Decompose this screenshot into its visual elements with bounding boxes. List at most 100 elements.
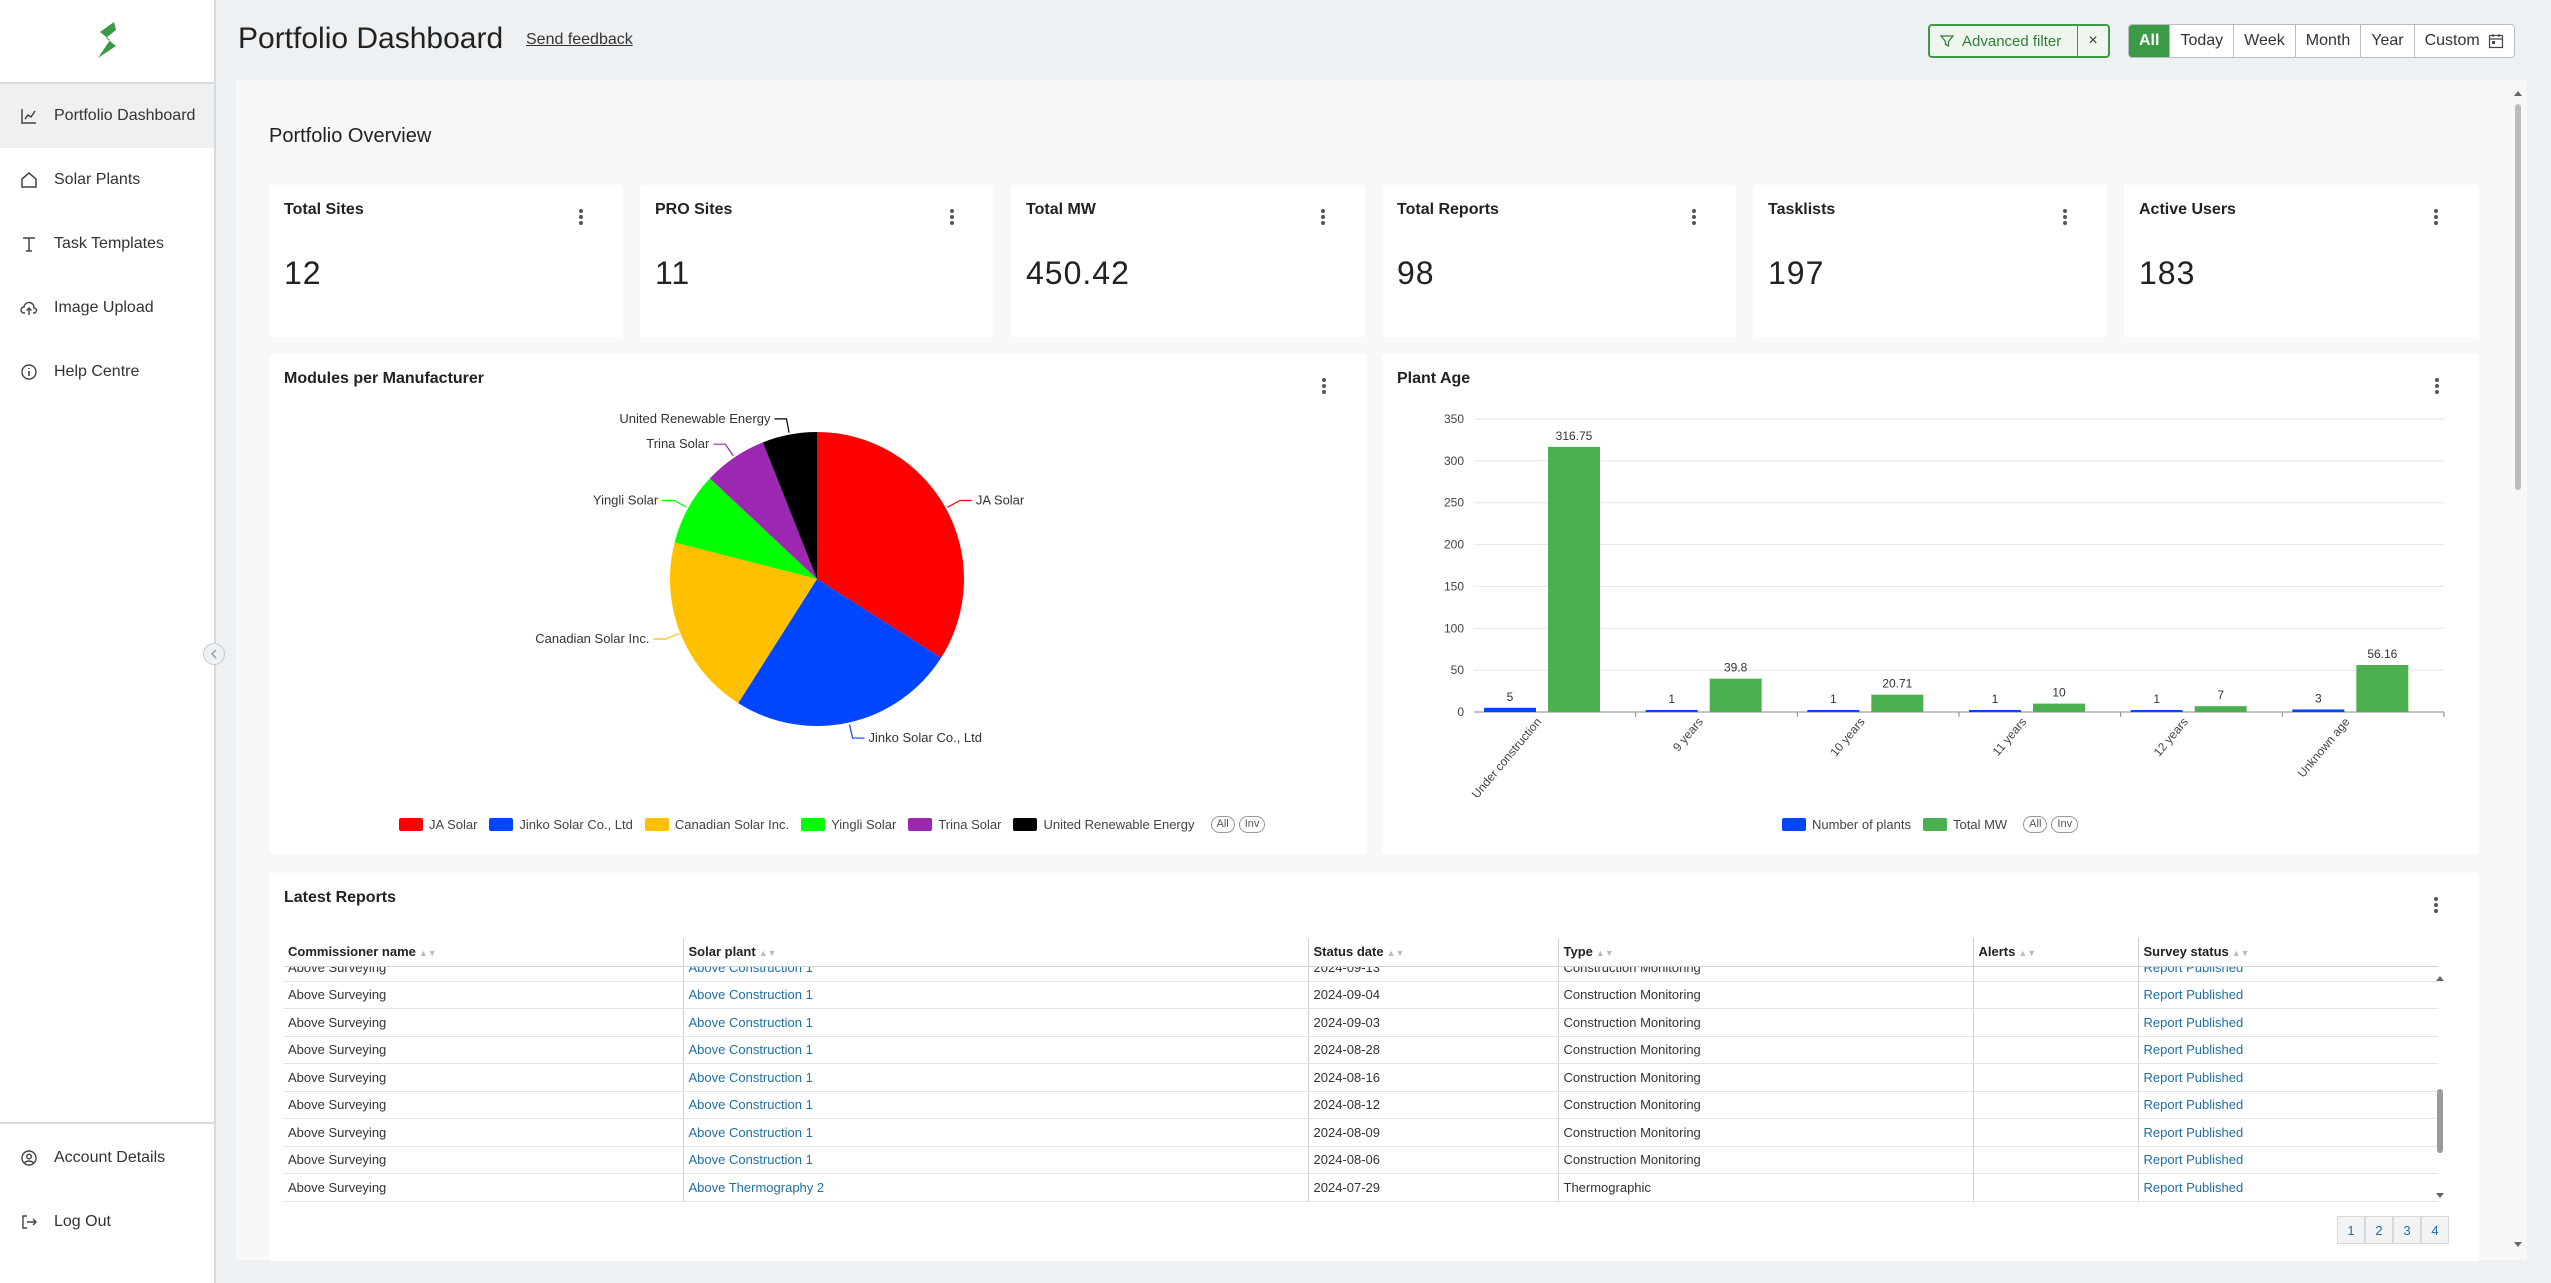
column-header-alerts[interactable]: Alerts ▲▼: [1973, 938, 2139, 967]
legend-toggle-all[interactable]: All: [2023, 816, 2048, 833]
table-row[interactable]: Above Surveying Above Construction 1 2024-…: [283, 1091, 2438, 1119]
legend-item-number-of-plants[interactable]: Number of plants: [1782, 817, 1911, 832]
kebab-menu-icon[interactable]: [1322, 378, 1326, 394]
table-row[interactable]: Above Surveying Above Construction 1 2024-…: [283, 1146, 2438, 1174]
table-row[interactable]: Above Surveying Above Construction 1 2024-…: [283, 966, 2438, 982]
page-2-button[interactable]: 2: [2365, 1216, 2393, 1244]
pie-slice-yingli-solar[interactable]: [674, 478, 817, 579]
sidebar-item-log-out[interactable]: Log Out: [0, 1190, 214, 1254]
cell-solar-plant[interactable]: Above Construction 1: [683, 1008, 1309, 1037]
column-header-survey-status[interactable]: Survey status ▲▼: [2138, 938, 2438, 967]
kebab-menu-icon[interactable]: [950, 209, 954, 225]
bar-number-of-plants-11-years[interactable]: [1969, 710, 2021, 712]
column-header-status-date[interactable]: Status date ▲▼: [1308, 938, 1559, 967]
kebab-menu-icon[interactable]: [579, 209, 583, 225]
advanced-filter-button[interactable]: Advanced filter ×: [1928, 24, 2110, 58]
pie-slice-ja-solar[interactable]: [817, 432, 964, 658]
cell-solar-plant[interactable]: Above Construction 1: [683, 1063, 1309, 1092]
kebab-menu-icon[interactable]: [2434, 209, 2438, 225]
kebab-menu-icon[interactable]: [1321, 209, 1325, 225]
pie-slice-trina-solar[interactable]: [709, 442, 817, 579]
column-header-type[interactable]: Type ▲▼: [1558, 938, 1974, 967]
bar-total-mw-10-years[interactable]: [1871, 694, 1924, 712]
page-3-button[interactable]: 3: [2393, 1216, 2421, 1244]
table-row[interactable]: Above Surveying Above Construction 1 2024-…: [283, 1118, 2438, 1147]
cell-survey-status[interactable]: Report Published: [2138, 1173, 2438, 1202]
kebab-menu-icon[interactable]: [1692, 209, 1696, 225]
cell-survey-status[interactable]: Report Published: [2138, 1118, 2438, 1147]
table-row[interactable]: Above Surveying Above Construction 1 2024-…: [283, 1063, 2438, 1092]
table-row[interactable]: Above Surveying Above Construction 1 2024-…: [283, 1008, 2438, 1037]
logo[interactable]: [0, 0, 214, 84]
kebab-menu-icon[interactable]: [2063, 209, 2067, 225]
cell-solar-plant[interactable]: Above Construction 1: [683, 1091, 1309, 1119]
legend-toggle-inv[interactable]: Inv: [1238, 816, 1266, 833]
legend-toggle-inv[interactable]: Inv: [2051, 816, 2079, 833]
legend-item-canadian-solar-inc[interactable]: Canadian Solar Inc.: [644, 817, 789, 832]
table-scrollbar[interactable]: [2434, 971, 2446, 1205]
sidebar-item-account-details[interactable]: Account Details: [0, 1126, 214, 1190]
legend-toggle-all[interactable]: All: [1210, 816, 1235, 833]
page-1-button[interactable]: 1: [2337, 1216, 2365, 1244]
cell-survey-status[interactable]: Report Published: [2138, 1146, 2438, 1174]
bar-total-mw-11-years[interactable]: [2033, 703, 2085, 712]
cell-survey-status[interactable]: Report Published: [2138, 981, 2438, 1009]
legend-item-ja-solar[interactable]: JA Solar: [399, 817, 477, 832]
sidebar-item-portfolio-dashboard[interactable]: Portfolio Dashboard: [0, 84, 214, 148]
period-today[interactable]: Today: [2170, 25, 2235, 57]
bar-total-mw-9-years[interactable]: [1709, 678, 1762, 712]
bar-number-of-plants-9-years[interactable]: [1645, 710, 1698, 712]
column-header-commissioner[interactable]: Commissioner name ▲▼: [283, 938, 684, 967]
sidebar-item-image-upload[interactable]: Image Upload: [0, 276, 214, 340]
bar-number-of-plants-under-construction[interactable]: [1484, 707, 1536, 712]
cell-survey-status[interactable]: Report Published: [2138, 1036, 2438, 1064]
page-4-button[interactable]: 4: [2421, 1216, 2449, 1244]
sidebar-item-solar-plants[interactable]: Solar Plants: [0, 148, 214, 212]
cell-survey-status[interactable]: Report Published: [2138, 1063, 2438, 1092]
table-row[interactable]: Above Surveying Above Thermography 2 2024-…: [283, 1173, 2438, 1202]
legend-item-trina-solar[interactable]: Trina Solar: [908, 817, 1001, 832]
bar-number-of-plants-10-years[interactable]: [1807, 710, 1860, 712]
legend-item-yingli-solar[interactable]: Yingli Solar: [801, 817, 896, 832]
send-feedback-link[interactable]: Send feedback: [526, 31, 633, 48]
clear-filter-button[interactable]: ×: [2088, 32, 2098, 49]
cell-survey-status[interactable]: Report Published: [2138, 966, 2438, 982]
cell-survey-status[interactable]: Report Published: [2138, 1091, 2438, 1119]
sidebar-item-task-templates[interactable]: Task Templates: [0, 212, 214, 276]
bar-total-mw-12-years[interactable]: [2194, 706, 2247, 712]
sidebar-collapse-handle[interactable]: [203, 643, 225, 665]
table-row[interactable]: Above Surveying Above Construction 1 2024-…: [283, 1036, 2438, 1064]
pie-slice-jinko-solar-co-ltd[interactable]: [738, 579, 942, 726]
legend-item-united-renewable-energy[interactable]: United Renewable Energy: [1013, 817, 1195, 832]
period-month[interactable]: Month: [2296, 25, 2362, 57]
cell-solar-plant[interactable]: Above Construction 1: [683, 1118, 1309, 1147]
bar-total-mw-under-construction[interactable]: [1548, 446, 1600, 712]
sidebar-item-help-centre[interactable]: Help Centre: [0, 340, 214, 404]
period-all[interactable]: All: [2129, 25, 2171, 57]
y-tick-label: 300: [1444, 454, 1464, 468]
kebab-menu-icon[interactable]: [2435, 378, 2439, 394]
pie-slice-united-renewable-energy[interactable]: [762, 432, 817, 579]
cell-solar-plant[interactable]: Above Construction 1: [683, 1146, 1309, 1174]
cell-solar-plant[interactable]: Above Construction 1: [683, 1036, 1309, 1064]
bar-total-mw-unknown-age[interactable]: [2356, 664, 2409, 712]
pie-slice-canadian-solar-inc[interactable]: [670, 542, 817, 704]
advanced-filter-label[interactable]: Advanced filter: [1930, 26, 2078, 56]
column-header-solar-plant[interactable]: Solar plant ▲▼: [683, 938, 1309, 967]
cell-solar-plant[interactable]: Above Construction 1: [683, 981, 1309, 1009]
legend-swatch: [1013, 818, 1038, 831]
cell-solar-plant[interactable]: Above Construction 1: [683, 966, 1309, 982]
bar-number-of-plants-unknown-age[interactable]: [2292, 709, 2345, 712]
cell-survey-status[interactable]: Report Published: [2138, 1008, 2438, 1037]
period-custom[interactable]: Custom: [2415, 25, 2514, 57]
bar-number-of-plants-12-years[interactable]: [2130, 710, 2183, 712]
kpi-value: 11: [655, 255, 691, 291]
legend-item-jinko-solar-co-ltd[interactable]: Jinko Solar Co., Ltd: [489, 817, 633, 832]
period-year[interactable]: Year: [2361, 25, 2415, 57]
cell-solar-plant[interactable]: Above Thermography 2: [683, 1173, 1309, 1202]
legend-item-total-mw[interactable]: Total MW: [1923, 817, 2007, 832]
table-row[interactable]: Above Surveying Above Construction 1 2024-…: [283, 981, 2438, 1009]
kebab-menu-icon[interactable]: [2434, 897, 2438, 913]
main-scrollbar[interactable]: [2511, 82, 2525, 1256]
period-week[interactable]: Week: [2234, 25, 2296, 57]
